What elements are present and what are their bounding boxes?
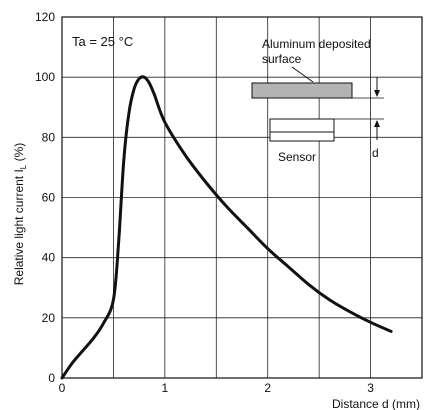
x-tick-label: 1 bbox=[162, 381, 169, 395]
x-tick-label: 3 bbox=[367, 381, 374, 395]
y-axis-label-subscript: L bbox=[19, 164, 28, 169]
grid bbox=[62, 17, 422, 378]
y-tick-label: 100 bbox=[35, 70, 55, 84]
sensor-box bbox=[269, 118, 335, 133]
sensor-label: Sensor bbox=[278, 150, 316, 164]
surface-pointer-arrow bbox=[291, 66, 314, 83]
plot-frame bbox=[61, 16, 423, 379]
y-axis-label-main: Relative light current I bbox=[12, 169, 26, 285]
surface-label-line2: surface bbox=[262, 52, 302, 66]
temperature-annotation: Ta = 25 °C bbox=[72, 34, 133, 49]
distance-label: d bbox=[372, 146, 379, 160]
sensor-base bbox=[269, 131, 335, 142]
surface-label-line1: Aluminum deposited bbox=[262, 37, 371, 51]
y-tick-label: 0 bbox=[48, 371, 55, 385]
y-axis-label: Relative light current IL (%) bbox=[12, 143, 28, 286]
y-axis-label-unit: (%) bbox=[12, 143, 26, 165]
y-tick-label: 60 bbox=[42, 191, 56, 205]
y-tick-label: 20 bbox=[42, 311, 56, 325]
axis-ticks: 0 20 40 60 80 100 120 0 1 2 3 bbox=[35, 10, 374, 395]
x-axis-label: Distance d (mm) bbox=[332, 397, 420, 410]
series-line bbox=[60, 75, 393, 380]
dim-arrow-bottom-head bbox=[374, 120, 380, 127]
inset-diagram: Aluminum deposited surface Sensor d bbox=[251, 37, 384, 164]
aluminum-surface bbox=[251, 82, 353, 99]
x-tick-label: 2 bbox=[264, 381, 271, 395]
x-tick-label: 0 bbox=[59, 381, 66, 395]
y-tick-label: 80 bbox=[42, 130, 56, 144]
dim-arrow-top-head bbox=[374, 90, 380, 97]
y-tick-label: 40 bbox=[42, 251, 56, 265]
y-tick-label: 120 bbox=[35, 10, 55, 24]
